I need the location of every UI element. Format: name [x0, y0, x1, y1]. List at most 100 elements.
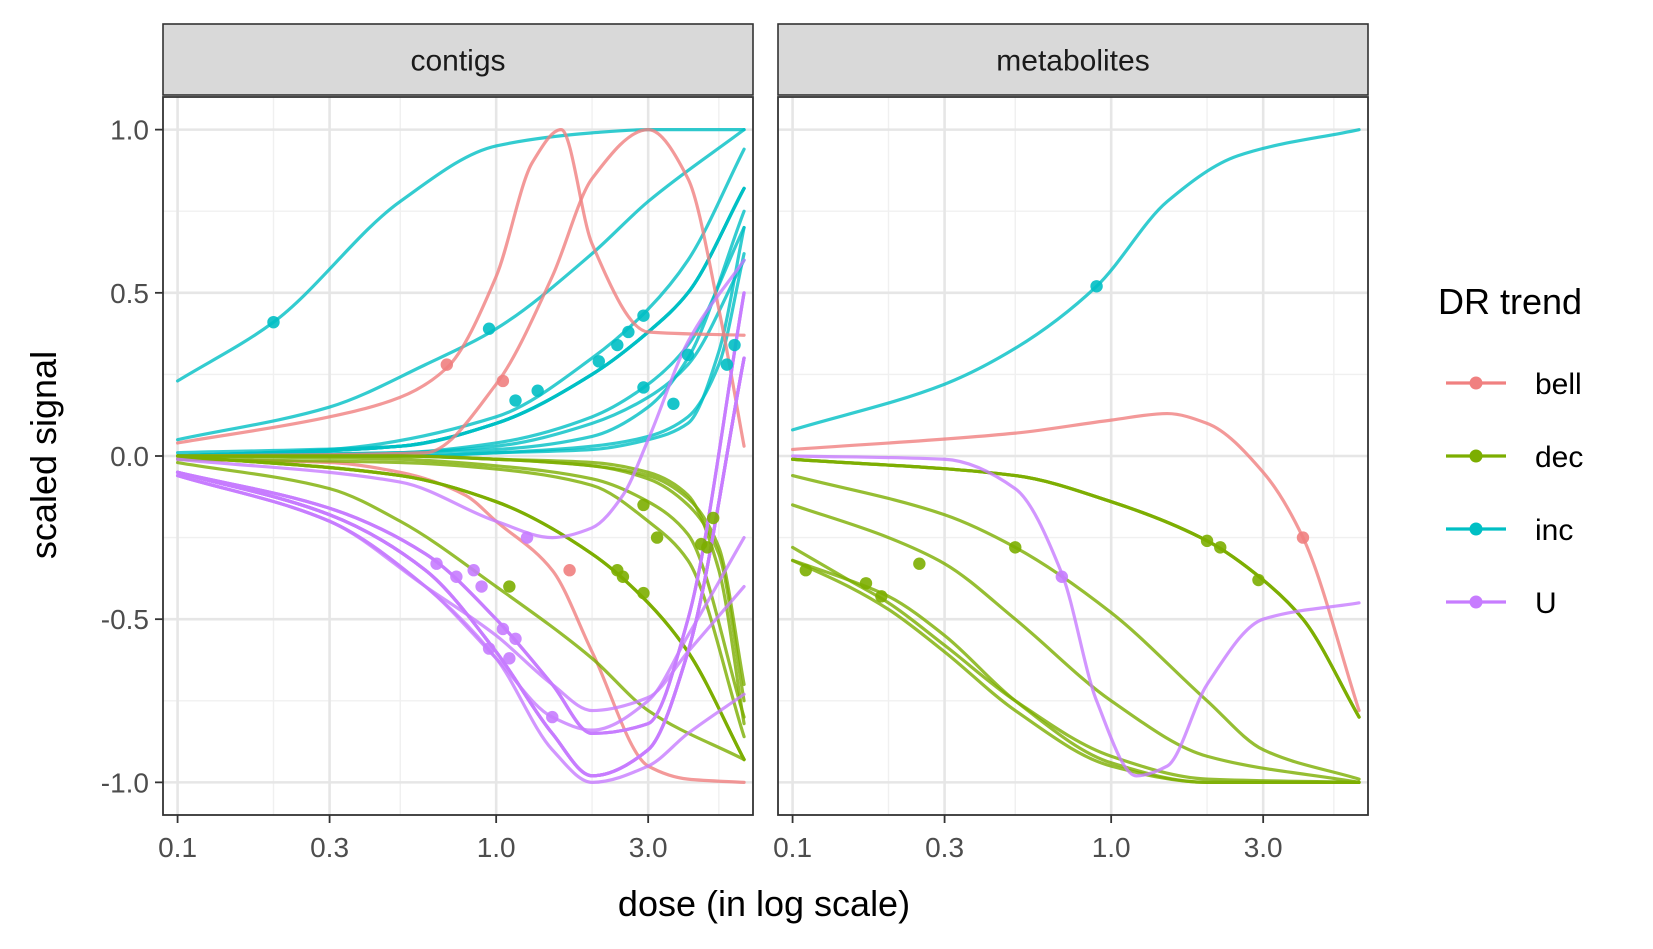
panel-metabolites: metabolites 0.1 0.3 1.0 3.0: [773, 23, 1369, 863]
strip-label: contigs: [410, 45, 505, 78]
series-point-U: [467, 564, 480, 577]
series-point-inc: [637, 381, 650, 394]
series-point-dec: [1200, 534, 1214, 548]
series-line-inc: [175, 186, 746, 458]
panels-layer: contigs 0.1 0.3 1.0 3.0 1.0 0.5 0.0 -0.5 -1.0 meta…: [101, 23, 1369, 863]
series-point-inc: [611, 338, 624, 352]
x-tick-label: 0.1: [773, 832, 812, 863]
series-point-U: [503, 652, 516, 665]
series-point-inc: [622, 325, 635, 339]
series-point-inc: [637, 309, 650, 322]
series-point-dec: [1252, 573, 1265, 587]
series-line-inc: [175, 128, 746, 442]
series-point-dec: [706, 511, 720, 525]
series-point-dec: [637, 498, 650, 512]
y-tick-label: 1.0: [110, 115, 149, 146]
series-point-U: [496, 622, 510, 636]
series-point-dec: [875, 590, 888, 603]
strip-background: [162, 23, 754, 96]
legend-label: U: [1535, 587, 1557, 620]
legend-label: bell: [1535, 368, 1582, 401]
series-line-dec: [790, 473, 1361, 781]
series-group: [175, 128, 746, 784]
legend-key-point: [1469, 522, 1483, 536]
series-point-dec: [503, 580, 516, 593]
x-tick-label: 1.0: [477, 832, 516, 863]
series-point-U: [520, 531, 534, 544]
series-line-dec: [175, 457, 746, 739]
series-point-bell: [496, 374, 510, 388]
series-point-dec: [637, 586, 650, 600]
legend-item-U: U: [1446, 587, 1557, 620]
y-tick-label: 0.0: [110, 441, 149, 472]
panel-border: [777, 96, 1369, 816]
legend-label: inc: [1535, 514, 1573, 547]
legend: DR trend bell dec inc U: [1438, 281, 1583, 620]
series-point-U: [482, 642, 496, 655]
x-tick-label: 3.0: [629, 832, 668, 863]
y-tick-label: -1.0: [101, 767, 149, 798]
series-point-U: [546, 710, 559, 724]
x-tick-label: 1.0: [1092, 832, 1131, 863]
legend-label: dec: [1535, 441, 1583, 474]
series-point-inc: [681, 348, 695, 362]
legend-item-inc: inc: [1446, 514, 1573, 547]
series-line-dec: [175, 454, 746, 726]
x-axis-label: dose (in log scale): [618, 883, 910, 924]
legend-key-point: [1469, 376, 1483, 390]
y-axis-label: scaled signal: [23, 351, 64, 559]
series-point-dec: [1009, 541, 1022, 554]
series-line-U: [175, 356, 746, 778]
series-line-bell: [175, 128, 746, 458]
x-axis-title: dose (in log scale): [618, 883, 910, 924]
series-point-U: [509, 632, 522, 645]
series-point-inc: [531, 384, 544, 397]
series-point-dec: [913, 557, 926, 570]
y-tick-label: 0.5: [110, 278, 149, 309]
series-point-dec: [616, 570, 630, 583]
series-point-U: [475, 580, 488, 593]
y-tick-label: -0.5: [101, 604, 149, 635]
series-line-U: [175, 473, 746, 784]
series-line-U: [790, 454, 1361, 778]
panel-contigs: contigs 0.1 0.3 1.0 3.0 1.0 0.5 0.0 -0.5 -1.0: [101, 23, 754, 863]
series-group: [790, 128, 1361, 784]
series-point-U: [430, 557, 443, 570]
x-tick-label: 0.1: [158, 832, 197, 863]
series-line-U: [175, 258, 746, 540]
series-point-inc: [482, 322, 496, 335]
series-point-dec: [701, 541, 714, 554]
series-point-dec: [1214, 541, 1227, 554]
strip-background: [777, 23, 1369, 96]
series-point-inc: [267, 315, 280, 329]
series-point-bell: [563, 564, 576, 577]
legend-key-point: [1469, 595, 1483, 609]
legend-title: DR trend: [1438, 281, 1582, 322]
series-line-dec: [175, 460, 746, 762]
series-point-U: [450, 570, 463, 583]
series-line-bell: [175, 457, 746, 784]
series-point-inc: [592, 355, 606, 368]
series-point-inc: [728, 338, 741, 352]
series-point-inc: [667, 397, 680, 410]
legend-item-dec: dec: [1446, 441, 1583, 474]
series-line-dec: [790, 457, 1361, 719]
x-tick-label: 0.3: [310, 832, 349, 863]
series-point-inc: [720, 358, 734, 371]
legend-entries: bell dec inc U: [1446, 368, 1583, 620]
series-line-bell: [175, 128, 746, 445]
legend-key-point: [1469, 449, 1483, 463]
series-point-inc: [509, 394, 522, 407]
series-point-U: [1055, 570, 1069, 583]
x-tick-label: 3.0: [1244, 832, 1283, 863]
series-point-inc: [1090, 280, 1103, 293]
legend-item-bell: bell: [1446, 368, 1582, 401]
strip-label: metabolites: [996, 45, 1149, 78]
x-tick-label: 0.3: [925, 832, 964, 863]
series-line-dec: [790, 503, 1361, 784]
series-line-dec: [175, 454, 746, 719]
series-point-bell: [1296, 531, 1310, 544]
y-axis-title: scaled signal: [23, 351, 64, 559]
